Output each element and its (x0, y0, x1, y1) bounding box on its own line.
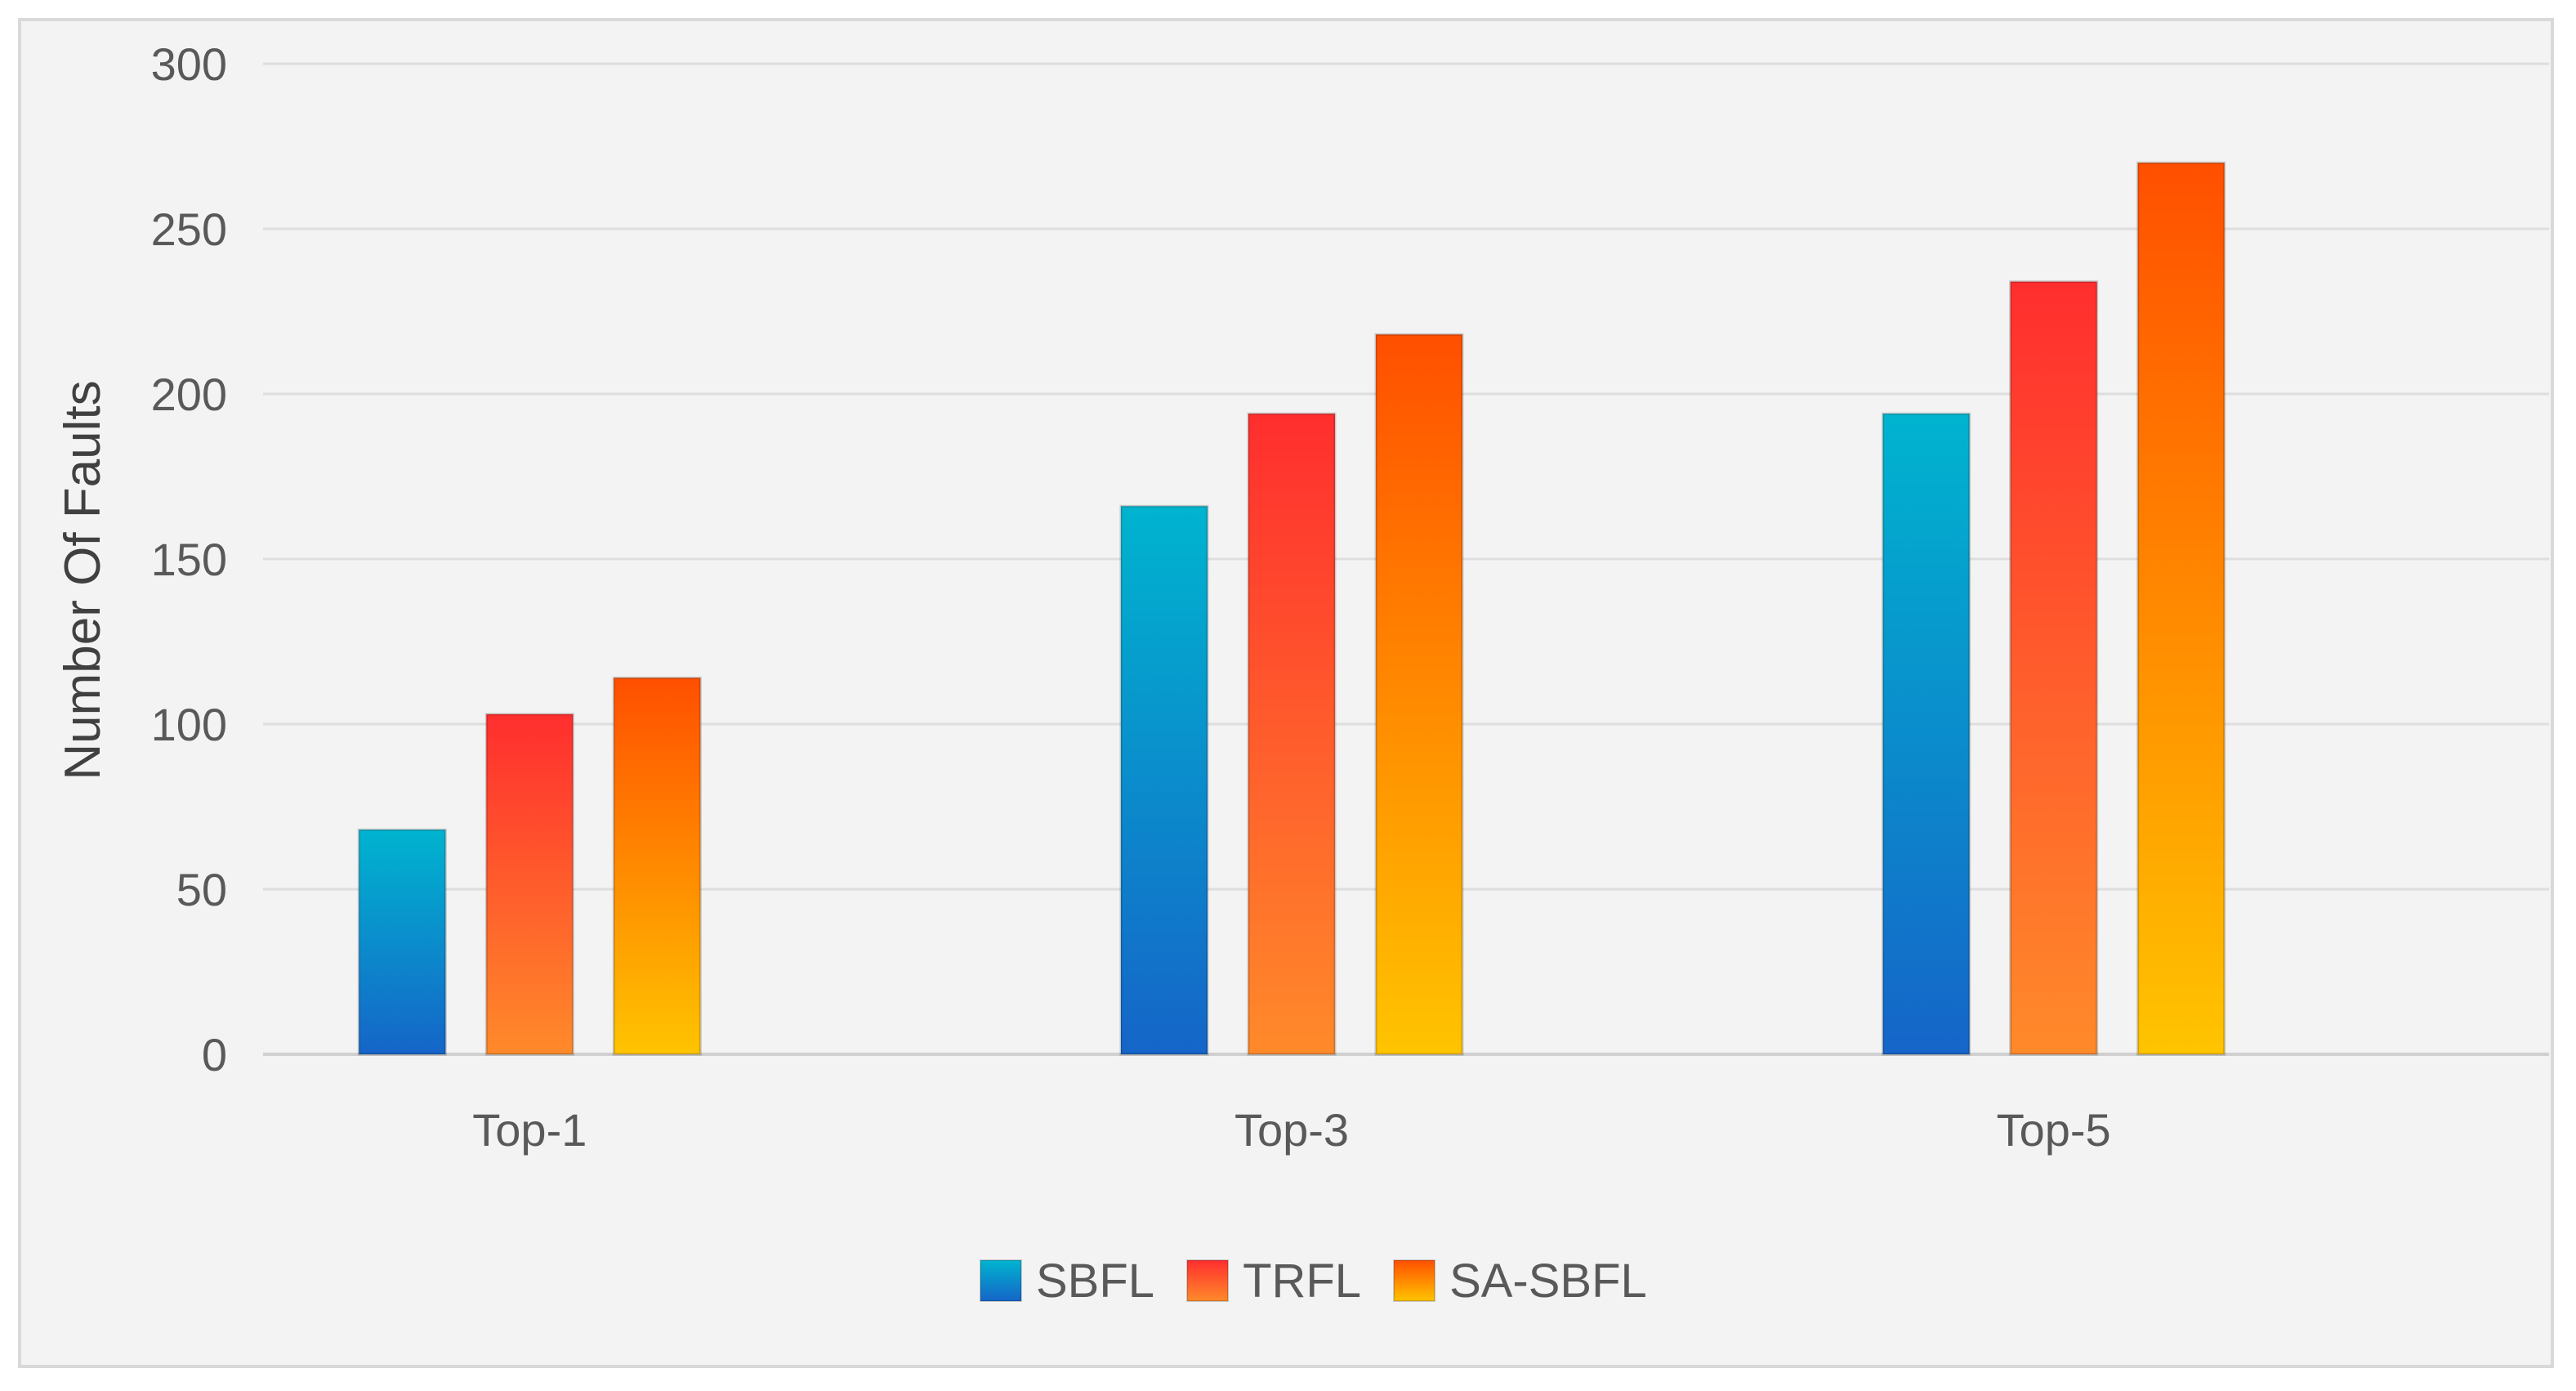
bar-sa-sbfl-top-1 (612, 676, 702, 1056)
bar-sbfl-top-1 (357, 828, 447, 1056)
bar-trfl-top-1 (484, 713, 574, 1056)
legend: SBFL TRFL SA-SBFL (980, 1255, 1647, 1308)
y-tick-label: 0 (202, 1029, 227, 1080)
bar-sbfl-top-3 (1119, 504, 1209, 1056)
legend-label-trfl: TRFL (1243, 1255, 1361, 1308)
y-tick-label: 100 (151, 699, 227, 750)
y-tick-label: 50 (176, 864, 227, 915)
bar-sbfl-top-5 (1882, 412, 1971, 1056)
bars (357, 161, 2226, 1056)
legend-swatch-sa-sbfl (1393, 1259, 1436, 1302)
bar-sa-sbfl-top-3 (1374, 333, 1464, 1056)
x-tick-label: Top-1 (472, 1104, 587, 1156)
y-axis-ticks: 0 50 100 150 200 250 300 (151, 38, 227, 1080)
y-axis-title: Number Of Faults (55, 380, 111, 780)
bar-trfl-top-3 (1247, 412, 1337, 1056)
y-tick-label: 150 (151, 534, 227, 585)
legend-swatch-trfl (1186, 1259, 1230, 1302)
legend-label-sa-sbfl: SA-SBFL (1449, 1255, 1647, 1308)
y-tick-label: 250 (151, 204, 227, 255)
legend-swatch-sbfl (980, 1259, 1022, 1302)
legend-label-sbfl: SBFL (1036, 1255, 1154, 1308)
y-tick-label: 200 (151, 369, 227, 420)
y-tick-label: 300 (151, 38, 227, 90)
bar-sa-sbfl-top-5 (2136, 161, 2226, 1056)
bar-trfl-top-5 (2009, 280, 2099, 1056)
x-tick-label: Top-5 (1997, 1104, 2111, 1156)
x-axis-ticks: Top-1 Top-3 Top-5 (472, 1104, 2110, 1156)
x-tick-label: Top-3 (1234, 1104, 1349, 1156)
